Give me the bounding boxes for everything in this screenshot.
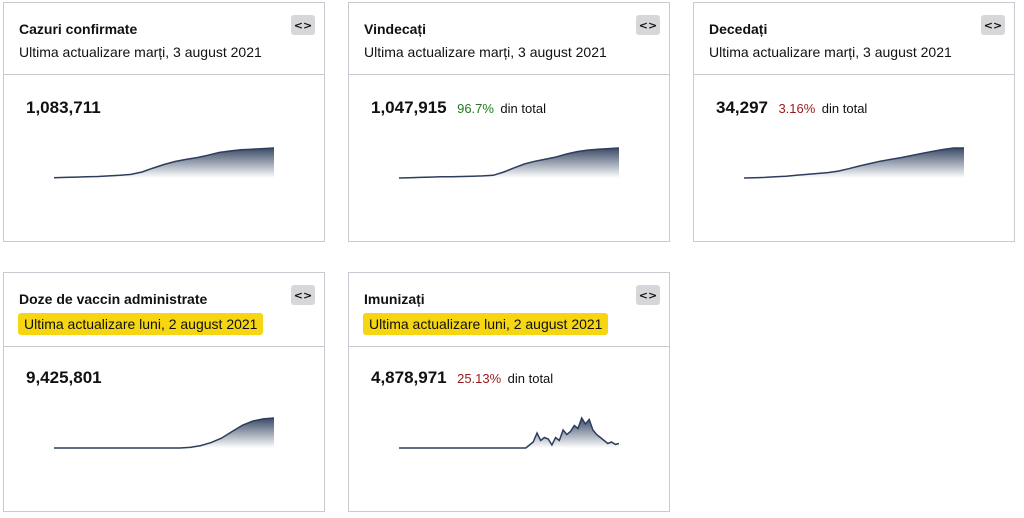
card-header: Doze de vaccin administrate Ultima actua… xyxy=(4,273,324,347)
stat-value: 1,083,711 xyxy=(26,98,101,117)
embed-code-button[interactable]: <> xyxy=(636,285,660,305)
stat-row: 34,297 3.16% din total xyxy=(716,98,867,118)
stat-row: 1,047,915 96.7% din total xyxy=(371,98,546,118)
card-title: Imunizați xyxy=(364,291,425,307)
last-updated-label: Ultima actualizare luni, 2 august 2021 xyxy=(363,313,609,335)
card-title: Cazuri confirmate xyxy=(19,21,138,37)
sparkline-line xyxy=(398,147,619,179)
sparkline-area xyxy=(54,418,274,448)
share-suffix: din total xyxy=(821,101,868,116)
card-title: Decedați xyxy=(709,21,768,37)
stat-row: 1,083,711 xyxy=(26,98,101,118)
sparkline-area xyxy=(399,418,619,448)
trend-sparkline xyxy=(743,147,964,179)
last-updated-label: Ultima actualizare marți, 3 august 2021 xyxy=(364,44,607,60)
trend-sparkline xyxy=(53,147,274,179)
sparkline-line xyxy=(53,147,274,179)
last-updated-label: Ultima actualizare marți, 3 august 2021 xyxy=(19,44,262,60)
sparkline-line xyxy=(399,416,619,449)
card-header: Imunizați Ultima actualizare luni, 2 aug… xyxy=(349,273,669,347)
card-header: Cazuri confirmate Ultima actualizare mar… xyxy=(4,3,324,75)
card-title: Doze de vaccin administrate xyxy=(19,291,208,307)
stat-row: 4,878,971 25.13% din total xyxy=(371,368,553,388)
sparkline-line xyxy=(54,417,274,449)
card-recovered: Vindecați Ultima actualizare marți, 3 au… xyxy=(348,2,670,242)
stat-value: 4,878,971 xyxy=(371,368,447,387)
share-percent: 96.7% xyxy=(457,101,494,116)
sparkline-line xyxy=(743,147,964,179)
sparkline-area xyxy=(399,148,619,178)
stat-value: 9,425,801 xyxy=(26,368,102,387)
card-deceased: Decedați Ultima actualizare marți, 3 aug… xyxy=(693,2,1015,242)
share-suffix: din total xyxy=(500,101,546,116)
card-immunized: Imunizați Ultima actualizare luni, 2 aug… xyxy=(348,272,670,512)
card-header: Vindecați Ultima actualizare marți, 3 au… xyxy=(349,3,669,75)
card-confirmed-cases: Cazuri confirmate Ultima actualizare mar… xyxy=(3,2,325,242)
embed-code-button[interactable]: <> xyxy=(291,285,315,305)
share-percent: 3.16% xyxy=(778,101,816,116)
trend-sparkline xyxy=(54,417,274,449)
stat-value: 34,297 xyxy=(716,98,768,117)
trend-sparkline xyxy=(399,416,619,449)
stat-value: 1,047,915 xyxy=(371,98,447,117)
sparkline-area xyxy=(744,148,964,178)
embed-code-button[interactable]: <> xyxy=(291,15,315,35)
card-vaccine-doses: Doze de vaccin administrate Ultima actua… xyxy=(3,272,325,512)
last-updated-label: Ultima actualizare luni, 2 august 2021 xyxy=(18,313,264,335)
trend-sparkline xyxy=(398,147,619,179)
share-suffix: din total xyxy=(507,371,554,386)
embed-code-button[interactable]: <> xyxy=(981,15,1005,35)
sparkline-area xyxy=(54,148,274,178)
last-updated-label: Ultima actualizare marți, 3 august 2021 xyxy=(709,44,952,60)
card-title: Vindecați xyxy=(364,21,426,37)
card-header: Decedați Ultima actualizare marți, 3 aug… xyxy=(694,3,1014,75)
share-percent: 25.13% xyxy=(457,371,502,386)
embed-code-button[interactable]: <> xyxy=(636,15,660,35)
stat-row: 9,425,801 xyxy=(26,368,102,388)
